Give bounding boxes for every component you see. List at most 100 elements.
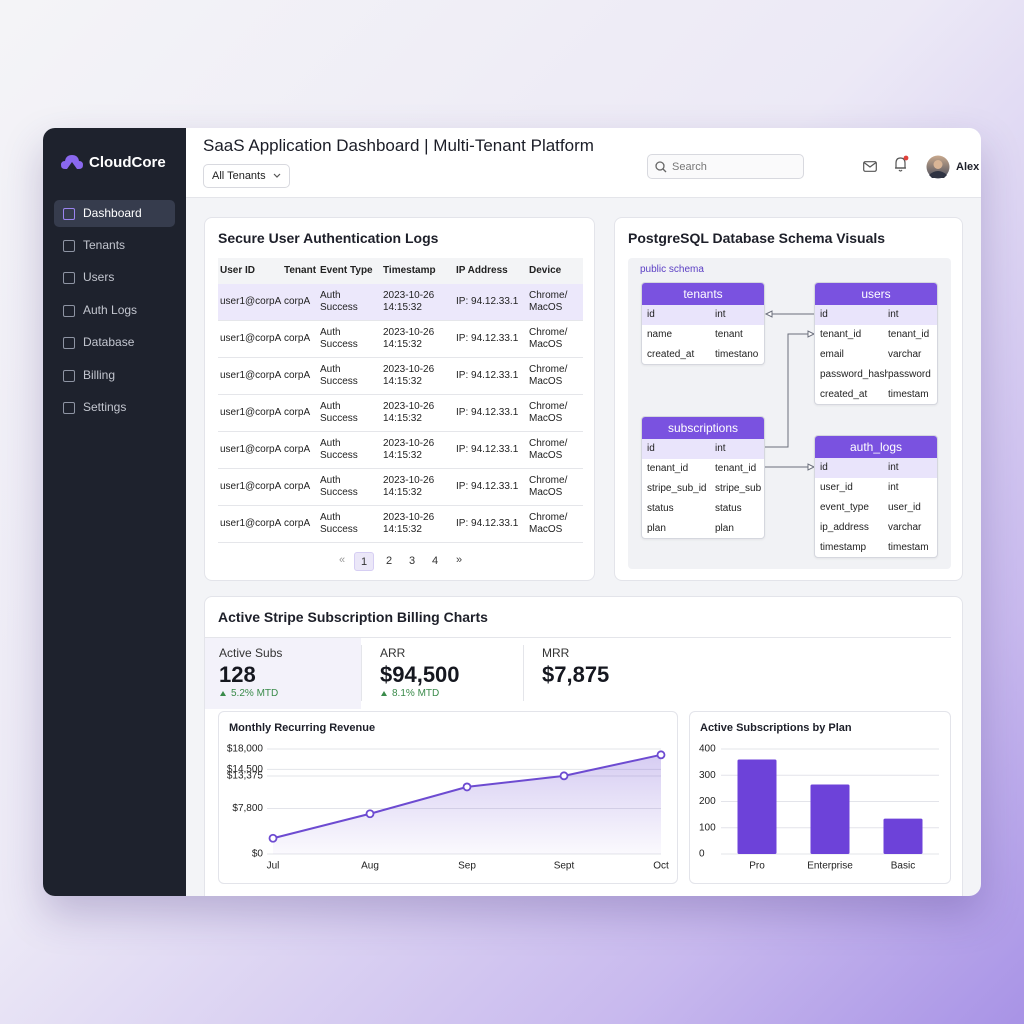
- tenant-select[interactable]: All Tenants: [203, 164, 290, 188]
- table-cell: user1@corpA: [220, 407, 282, 418]
- table-cell: 2023-10-26 14:15:32: [383, 327, 435, 350]
- y-tick-label: 100: [699, 822, 716, 833]
- header: SaaS Application Dashboard | Multi-Tenan…: [186, 128, 981, 198]
- line-chart-card: Monthly Recurring Revenue $18,000 $13,375 $…: [218, 711, 678, 884]
- schema-card: PostgreSQL Database Schema Visuals publi…: [614, 217, 963, 581]
- user-avatar[interactable]: [926, 155, 950, 179]
- field-type: password: [888, 369, 931, 380]
- schema-table-name: auth_logs: [815, 436, 937, 458]
- table-row[interactable]: user1@corpA corpA Auth Success 2023-10-26 1…: [218, 358, 583, 395]
- pagination-prev[interactable]: «: [338, 554, 346, 566]
- schema-table-name: users: [815, 283, 937, 305]
- kpi-separator: [523, 645, 524, 701]
- nav-icon: [63, 401, 75, 414]
- nav-item[interactable]: Database: [54, 329, 175, 356]
- billing-card: Active Stripe Subscription Billing Chart…: [204, 596, 963, 896]
- table-cell: Auth Success: [320, 512, 358, 535]
- chart-title: Active Subscriptions by Plan: [700, 722, 852, 734]
- schema-row: id int: [642, 305, 764, 325]
- table-cell: corpA: [284, 296, 311, 307]
- pagination-page[interactable]: 3: [408, 555, 416, 567]
- schema-connectors: [764, 310, 816, 471]
- table-cell: corpA: [284, 370, 311, 381]
- field-name: email: [820, 349, 844, 360]
- chart: Monthly Recurring Revenue$18,000$13,375$…: [227, 722, 669, 872]
- tenant-select-label: All Tenants: [212, 170, 266, 182]
- schema-row: name tenant: [642, 325, 764, 345]
- nav-label: Tenants: [83, 237, 126, 252]
- field-type: int: [888, 309, 899, 320]
- nav-item[interactable]: Auth Logs: [54, 297, 175, 324]
- chart-title: Monthly Recurring Revenue: [229, 722, 375, 734]
- schema-table: subscriptions id int tenant_id tenant_id stri…: [641, 416, 765, 539]
- schema-row: created_at timestam: [815, 385, 937, 404]
- table-row[interactable]: user1@corpA corpA Auth Success 2023-10-26 1…: [218, 469, 583, 506]
- table-cell: corpA: [284, 444, 311, 455]
- notification-icon[interactable]: [893, 155, 909, 173]
- table-cell: Chrome/ MacOS: [529, 475, 568, 498]
- field-name: ip_address: [820, 522, 869, 533]
- x-tick-label: Enterprise: [807, 861, 853, 872]
- table-cell: user1@corpA: [220, 444, 282, 455]
- trend-up-icon: [220, 691, 226, 696]
- kpi-label: Active Subs: [219, 646, 283, 660]
- pagination-page[interactable]: 4: [431, 555, 439, 567]
- table-row[interactable]: user1@corpA corpA Auth Success 2023-10-26 1…: [218, 506, 583, 543]
- search-box[interactable]: Search: [647, 154, 804, 179]
- field-type: timestano: [715, 349, 759, 360]
- field-type: int: [888, 462, 899, 473]
- table-row[interactable]: user1@corpA corpA Auth Success 2023-10-26 1…: [218, 432, 583, 469]
- pagination-next[interactable]: »: [455, 554, 463, 566]
- x-tick-label: Oct: [653, 861, 669, 872]
- column-header: Timestamp: [383, 265, 436, 276]
- kpi-separator: [361, 645, 362, 701]
- table-cell: corpA: [284, 333, 311, 344]
- nav-icon: [63, 337, 75, 350]
- nav-item[interactable]: Dashboard: [54, 199, 175, 227]
- mail-icon[interactable]: [863, 161, 877, 172]
- table-cell: Auth Success: [320, 438, 358, 461]
- table-cell: corpA: [284, 407, 311, 418]
- schema-row: timestamp timestam: [815, 538, 937, 557]
- bar-chart-card: Active Subscriptions by Plan 0 100 200 300 40…: [689, 711, 951, 884]
- pagination-page[interactable]: 1: [354, 552, 374, 571]
- x-tick-label: Jul: [267, 861, 280, 872]
- nav-item[interactable]: Billing: [54, 362, 175, 389]
- schema-row: tenant_id tenant_id: [815, 325, 937, 345]
- nav-item[interactable]: Users: [54, 264, 175, 291]
- table-row[interactable]: user1@corpA corpA Auth Success 2023-10-26 1…: [218, 284, 583, 321]
- table-cell: Auth Success: [320, 401, 358, 424]
- kpi-delta: 8.1% MTD: [392, 688, 440, 699]
- table-row[interactable]: user1@corpA corpA Auth Success 2023-10-26 1…: [218, 321, 583, 358]
- point: [462, 782, 472, 792]
- search-placeholder: Search: [672, 161, 707, 173]
- schema-row: email varchar: [815, 345, 937, 365]
- field-type: status: [715, 503, 742, 514]
- column-header: Tenant: [284, 265, 317, 276]
- field-name: stripe_sub_id: [647, 483, 707, 494]
- field-name: id: [647, 443, 655, 454]
- kpi-highlight: [205, 638, 361, 709]
- table-cell: 2023-10-26 14:15:32: [383, 364, 435, 387]
- nav-icon: [63, 239, 75, 252]
- brand-logo: [61, 155, 83, 169]
- table-cell: user1@corpA: [220, 481, 282, 492]
- table-cell: 2023-10-26 14:15:32: [383, 290, 435, 313]
- nav-item[interactable]: Settings: [54, 394, 175, 421]
- point: [559, 771, 569, 781]
- field-type: tenant_id: [715, 463, 757, 474]
- table-row[interactable]: user1@corpA corpA Auth Success 2023-10-26 1…: [218, 395, 583, 432]
- table-cell: IP: 94.12.33.1: [456, 296, 519, 307]
- nav-item[interactable]: Tenants: [54, 232, 175, 259]
- schema-row: plan plan: [642, 519, 764, 538]
- nav-icon: [63, 272, 75, 285]
- field-name: name: [647, 329, 673, 340]
- kpi-value: $94,500: [380, 662, 460, 687]
- auth-logs-card: Secure User Authentication Logs User ID T…: [204, 217, 595, 581]
- table-cell: corpA: [284, 518, 311, 529]
- field-type: timestam: [888, 542, 929, 553]
- pagination-page[interactable]: 2: [385, 555, 393, 567]
- table-cell: IP: 94.12.33.1: [456, 407, 519, 418]
- y-tick-label: $13,375: [227, 771, 264, 782]
- nav-label: Billing: [83, 367, 116, 382]
